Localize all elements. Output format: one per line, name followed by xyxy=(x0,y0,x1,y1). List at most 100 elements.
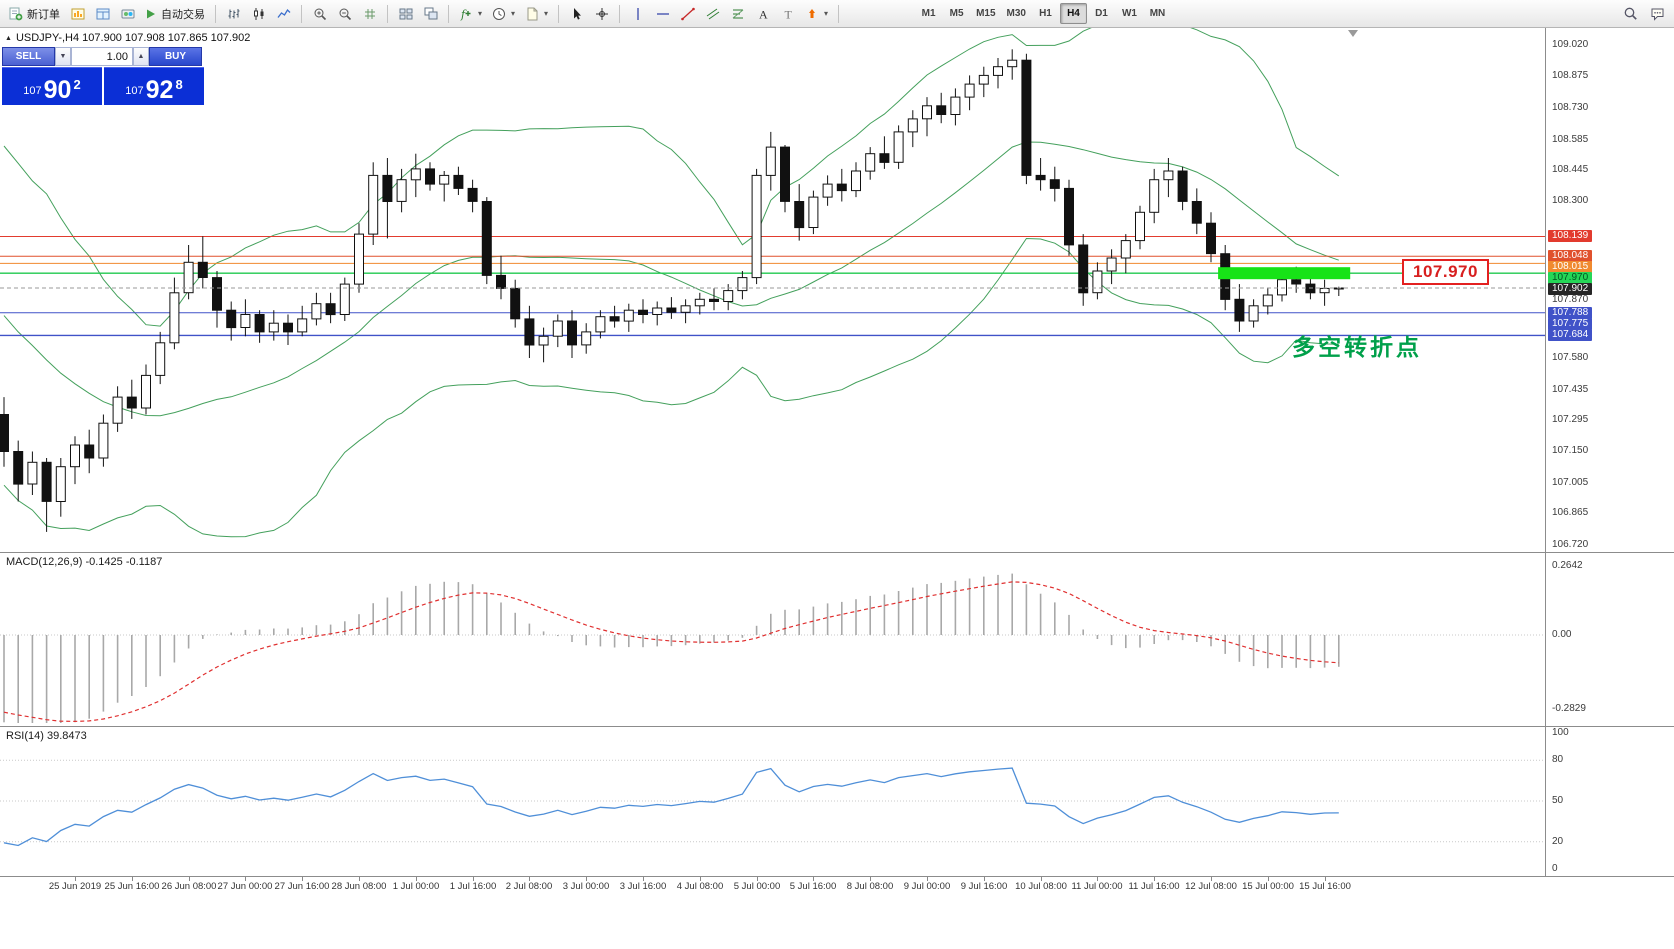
sell-price-display[interactable]: 107 90 2 xyxy=(2,67,102,105)
buy-price-display[interactable]: 107 92 8 xyxy=(104,67,204,105)
strategy-tester-button[interactable] xyxy=(116,2,139,25)
candle-body xyxy=(836,183,847,192)
candle-body xyxy=(780,146,790,202)
macd-axis-label: 0.00 xyxy=(1552,629,1572,640)
fibonacci-button[interactable] xyxy=(726,2,749,25)
time-axis-label: 12 Jul 08:00 xyxy=(1185,881,1237,892)
periods-menu-button[interactable]: ▾ xyxy=(488,2,519,25)
candle-body xyxy=(453,174,464,189)
line-chart-button[interactable] xyxy=(272,2,295,25)
time-axis-tick xyxy=(757,877,758,881)
timeframe-m30-button[interactable]: M30 xyxy=(1002,3,1031,24)
candle-body xyxy=(141,374,151,409)
text-button[interactable]: A xyxy=(751,2,774,25)
grid-button[interactable] xyxy=(358,2,381,25)
candle-body xyxy=(993,66,1003,76)
arrows-button[interactable]: ▾ xyxy=(801,2,832,25)
chat-button[interactable] xyxy=(1646,2,1669,25)
candle-body xyxy=(425,168,435,185)
candle-body xyxy=(1206,222,1216,255)
candle-body xyxy=(311,303,322,320)
candle-body xyxy=(1049,179,1060,189)
timeframe-m1-button[interactable]: M1 xyxy=(915,3,942,24)
volume-down-button[interactable]: ▼ xyxy=(55,47,71,66)
rsi-panel[interactable]: 100 80 50 20 0 RSI(14) 39.8473 xyxy=(0,726,1674,876)
templates-button[interactable]: ▾ xyxy=(521,2,552,25)
support-zone-rect[interactable] xyxy=(1218,267,1351,280)
sell-button[interactable]: SELL xyxy=(2,47,55,66)
chart-shift-marker[interactable] xyxy=(1348,30,1358,37)
indicators-button[interactable]: f ▾ xyxy=(455,2,486,25)
rsi-axis: 100 80 50 20 0 xyxy=(1545,727,1674,876)
price-callout[interactable]: 107.970 xyxy=(1402,259,1489,285)
search-button[interactable] xyxy=(1619,2,1642,25)
strategy-tester-icon xyxy=(121,7,135,21)
candle-body xyxy=(1234,298,1245,322)
candle-body xyxy=(893,131,904,163)
timeframe-m5-button[interactable]: M5 xyxy=(943,3,970,24)
channel-button[interactable] xyxy=(701,2,724,25)
zoom-in-button[interactable] xyxy=(308,2,331,25)
toolbar-separator xyxy=(838,4,840,23)
candle-body xyxy=(652,307,663,315)
timeframe-mn-button[interactable]: MN xyxy=(1144,3,1171,24)
time-axis-label: 3 Jul 16:00 xyxy=(619,881,667,892)
buy-price-pips: 92 xyxy=(145,76,174,104)
one-click-trading-widget: SELL ▼ ▲ BUY 107 90 2 107 92 8 xyxy=(2,47,204,105)
price-plot[interactable] xyxy=(0,28,1545,552)
autotrading-button[interactable]: 自动交易 xyxy=(141,2,209,25)
candle-body xyxy=(964,83,975,98)
toolbar-separator xyxy=(387,4,388,23)
time-axis-tick xyxy=(416,877,417,881)
bar-chart-button[interactable] xyxy=(222,2,245,25)
timeframe-h4-button[interactable]: H4 xyxy=(1059,3,1087,24)
candle-body xyxy=(226,309,237,329)
crosshair-icon xyxy=(595,7,609,21)
candle-body xyxy=(212,277,222,311)
symbol-ohlc-text: USDJPY-,H4 107.900 107.908 107.865 107.9… xyxy=(15,32,251,44)
price-axis-label: 108.300 xyxy=(1552,195,1589,206)
trendline-button[interactable] xyxy=(676,2,699,25)
label-button[interactable]: T xyxy=(776,2,799,25)
macd-panel[interactable]: 0.2642 0.00 -0.2829 MACD(12,26,9) -0.1425 … xyxy=(0,552,1674,726)
vertical-line-button[interactable] xyxy=(626,2,649,25)
price-axis-label: 108.048 xyxy=(1548,250,1593,262)
candle-body xyxy=(879,153,890,163)
market-watch-button[interactable] xyxy=(66,2,89,25)
zoom-out-icon xyxy=(338,7,352,21)
timeframe-d1-button[interactable]: D1 xyxy=(1088,3,1115,24)
buy-button[interactable]: BUY xyxy=(149,47,202,66)
cascade-windows-button[interactable] xyxy=(419,2,442,25)
candle-body xyxy=(1092,270,1103,294)
candlestick-chart-button[interactable] xyxy=(247,2,270,25)
horizontal-line-button[interactable] xyxy=(651,2,674,25)
autotrading-label: 自动交易 xyxy=(161,8,205,21)
time-axis-tick xyxy=(359,877,360,881)
timeframe-h1-button[interactable]: H1 xyxy=(1032,3,1059,24)
cursor-icon xyxy=(570,7,584,21)
time-axis-tick xyxy=(927,877,928,881)
new-order-button[interactable]: 新订单 xyxy=(5,2,64,25)
crosshair-button[interactable] xyxy=(590,2,613,25)
cursor-button[interactable] xyxy=(565,2,588,25)
volume-up-button[interactable]: ▲ xyxy=(133,47,149,66)
candle-body xyxy=(751,174,762,279)
time-axis-label: 15 Jul 16:00 xyxy=(1299,881,1351,892)
timeframe-m15-button[interactable]: M15 xyxy=(971,3,1000,24)
time-axis-tick xyxy=(984,877,985,881)
toolbar-separator xyxy=(619,4,621,23)
candle-body xyxy=(623,309,634,322)
timeframe-w1-button[interactable]: W1 xyxy=(1116,3,1143,24)
time-axis-label: 27 Jun 00:00 xyxy=(217,881,273,892)
rsi-line xyxy=(3,767,1339,847)
zoom-out-button[interactable] xyxy=(333,2,356,25)
macd-header: MACD(12,26,9) -0.1425 -0.1187 xyxy=(6,556,163,568)
sell-price-point: 2 xyxy=(73,77,81,92)
volume-input[interactable] xyxy=(71,47,133,66)
price-chart-panel[interactable]: 109.020 108.875 108.730 108.585 108.445 108.3… xyxy=(0,28,1674,552)
channel-icon xyxy=(706,7,720,21)
chart-annotation[interactable]: 多空转折点 xyxy=(1292,334,1422,360)
candle-body xyxy=(1291,279,1302,285)
data-window-button[interactable] xyxy=(91,2,114,25)
tile-windows-button[interactable] xyxy=(394,2,417,25)
